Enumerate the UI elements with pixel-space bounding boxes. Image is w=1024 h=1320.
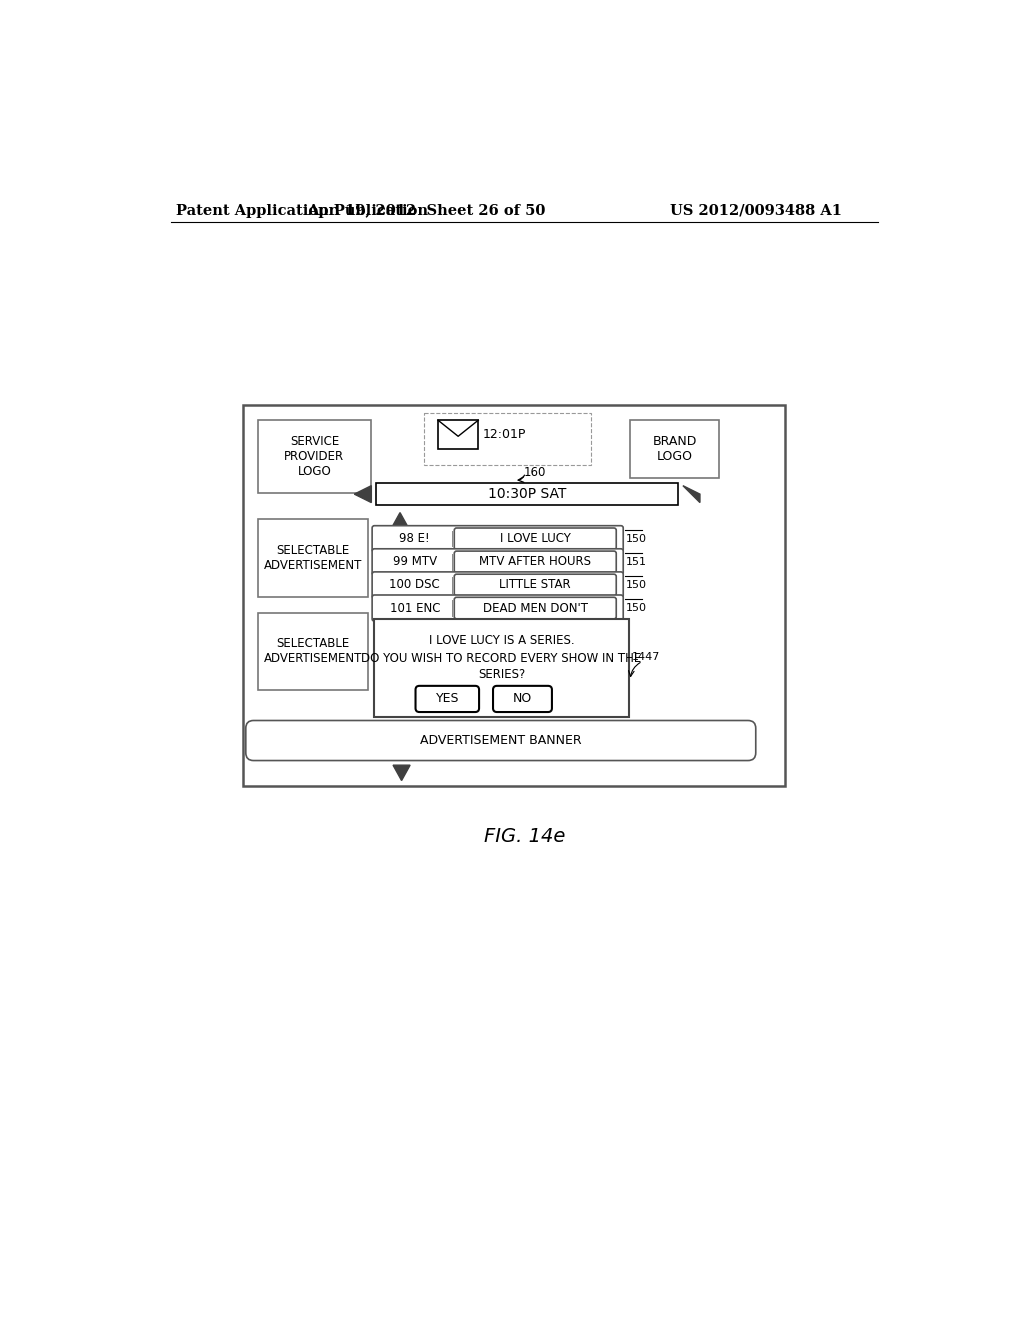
Text: BRAND
LOGO: BRAND LOGO	[652, 436, 697, 463]
Bar	[376, 483, 678, 504]
Text: 150: 150	[627, 579, 647, 590]
FancyBboxPatch shape	[372, 549, 624, 576]
Text: 150: 150	[627, 603, 647, 612]
Text: 98 E!: 98 E!	[399, 532, 430, 545]
Bar	[243, 405, 785, 785]
Text: 1447: 1447	[632, 652, 660, 663]
Text: ADVERTISEMENT BANNER: ADVERTISEMENT BANNER	[420, 734, 582, 747]
Text: SERIES?: SERIES?	[478, 668, 525, 681]
FancyBboxPatch shape	[416, 686, 479, 711]
FancyBboxPatch shape	[455, 528, 616, 549]
FancyBboxPatch shape	[455, 597, 616, 619]
Bar	[630, 420, 719, 478]
Text: Apr. 19, 2012  Sheet 26 of 50: Apr. 19, 2012 Sheet 26 of 50	[307, 203, 546, 218]
Text: Patent Application Publication: Patent Application Publication	[176, 203, 428, 218]
FancyBboxPatch shape	[455, 574, 616, 595]
Text: 12:01P: 12:01P	[482, 428, 525, 441]
Text: 100 DSC: 100 DSC	[389, 578, 440, 591]
Polygon shape	[354, 486, 372, 503]
FancyBboxPatch shape	[455, 552, 616, 573]
Bar	[258, 420, 371, 494]
Text: 101 ENC: 101 ENC	[389, 602, 440, 615]
Bar	[438, 420, 478, 449]
FancyBboxPatch shape	[493, 686, 552, 711]
Text: 99 MTV: 99 MTV	[392, 556, 437, 569]
Text: MTV AFTER HOURS: MTV AFTER HOURS	[479, 556, 591, 569]
Text: DEAD MEN DON'T: DEAD MEN DON'T	[482, 602, 588, 615]
Text: SERVICE
PROVIDER
LOGO: SERVICE PROVIDER LOGO	[285, 436, 344, 478]
Text: I LOVE LUCY: I LOVE LUCY	[500, 532, 570, 545]
Text: YES: YES	[435, 693, 459, 705]
FancyBboxPatch shape	[246, 721, 756, 760]
Bar	[258, 612, 369, 689]
Text: NO: NO	[513, 693, 532, 705]
Text: 10:30P SAT: 10:30P SAT	[488, 487, 566, 502]
FancyBboxPatch shape	[372, 572, 624, 598]
Text: I LOVE LUCY IS A SERIES.: I LOVE LUCY IS A SERIES.	[429, 634, 574, 647]
Text: FIG. 14e: FIG. 14e	[484, 826, 565, 846]
Text: SELECTABLE
ADVERTISEMENT: SELECTABLE ADVERTISEMENT	[264, 544, 362, 572]
Bar	[375, 619, 629, 718]
Polygon shape	[683, 486, 700, 503]
Polygon shape	[391, 512, 409, 528]
Bar	[424, 412, 591, 465]
Text: LITTLE STAR: LITTLE STAR	[500, 578, 571, 591]
Text: 151: 151	[627, 557, 647, 566]
Text: DO YOU WISH TO RECORD EVERY SHOW IN THE: DO YOU WISH TO RECORD EVERY SHOW IN THE	[361, 652, 642, 665]
Polygon shape	[393, 766, 410, 780]
Text: SELECTABLE
ADVERTISEMENT: SELECTABLE ADVERTISEMENT	[264, 638, 362, 665]
FancyBboxPatch shape	[372, 595, 624, 622]
Text: 150: 150	[627, 533, 647, 544]
Bar	[258, 519, 369, 597]
Text: 160: 160	[523, 466, 546, 479]
Text: US 2012/0093488 A1: US 2012/0093488 A1	[671, 203, 843, 218]
FancyBboxPatch shape	[372, 525, 624, 552]
